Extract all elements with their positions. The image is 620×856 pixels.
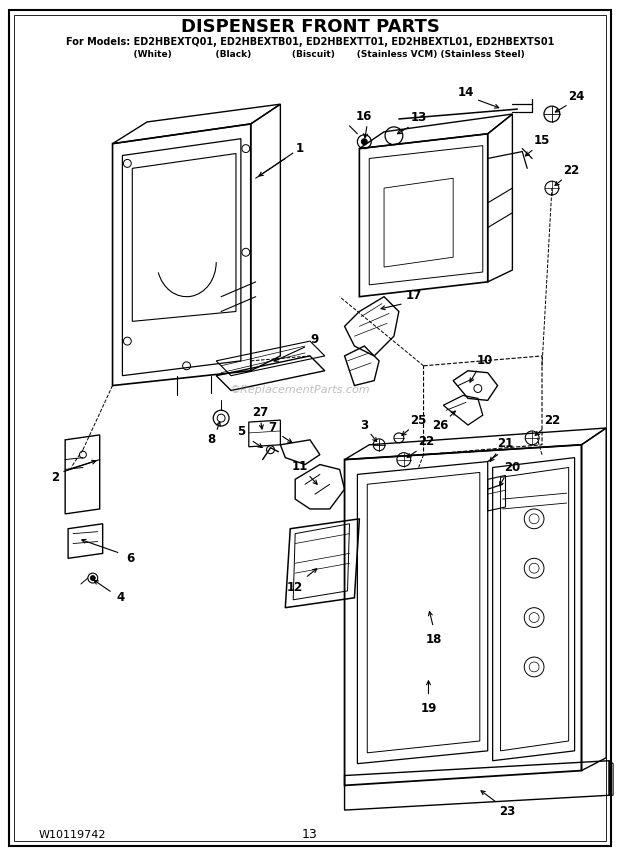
Text: DISPENSER FRONT PARTS: DISPENSER FRONT PARTS bbox=[180, 18, 440, 36]
Text: 25: 25 bbox=[410, 413, 427, 426]
Text: 17: 17 bbox=[405, 289, 422, 302]
Text: (White)              (Black)             (Biscuit)       (Stainless VCM) (Stainl: (White) (Black) (Biscuit) (Stainless VCM… bbox=[95, 51, 525, 59]
Text: 14: 14 bbox=[458, 86, 474, 98]
Text: 27: 27 bbox=[252, 406, 268, 419]
Text: 6: 6 bbox=[126, 552, 135, 565]
Text: 8: 8 bbox=[207, 433, 215, 446]
Text: 1: 1 bbox=[296, 142, 304, 155]
Text: 21: 21 bbox=[497, 437, 513, 450]
Text: W10119742: W10119742 bbox=[38, 829, 106, 840]
Text: 10: 10 bbox=[477, 354, 493, 367]
Text: For Models: ED2HBEXTQ01, ED2HBEXTB01, ED2HBEXTT01, ED2HBEXTL01, ED2HBEXTS01: For Models: ED2HBEXTQ01, ED2HBEXTB01, ED… bbox=[66, 37, 554, 47]
Text: 15: 15 bbox=[534, 134, 550, 147]
Text: 22: 22 bbox=[418, 436, 435, 449]
Text: 19: 19 bbox=[420, 702, 436, 715]
Text: 4: 4 bbox=[117, 591, 125, 604]
Text: 20: 20 bbox=[504, 461, 521, 474]
Text: 16: 16 bbox=[356, 110, 373, 122]
Circle shape bbox=[361, 139, 367, 145]
Text: 5: 5 bbox=[237, 425, 245, 438]
Text: 9: 9 bbox=[311, 333, 319, 346]
Text: 11: 11 bbox=[292, 460, 308, 473]
Text: 13: 13 bbox=[302, 829, 318, 841]
Text: 2: 2 bbox=[51, 471, 60, 484]
Text: 3: 3 bbox=[360, 419, 368, 431]
Text: 22: 22 bbox=[544, 413, 560, 426]
Text: 12: 12 bbox=[287, 581, 303, 594]
Text: 24: 24 bbox=[569, 90, 585, 103]
Text: 23: 23 bbox=[499, 805, 516, 817]
Text: 22: 22 bbox=[564, 163, 580, 177]
Text: 18: 18 bbox=[425, 633, 441, 645]
Text: ©ReplacementParts.com: ©ReplacementParts.com bbox=[230, 385, 370, 395]
Text: 26: 26 bbox=[432, 419, 448, 431]
Text: 13: 13 bbox=[410, 111, 427, 124]
Text: 7: 7 bbox=[268, 420, 277, 433]
Circle shape bbox=[91, 575, 95, 580]
